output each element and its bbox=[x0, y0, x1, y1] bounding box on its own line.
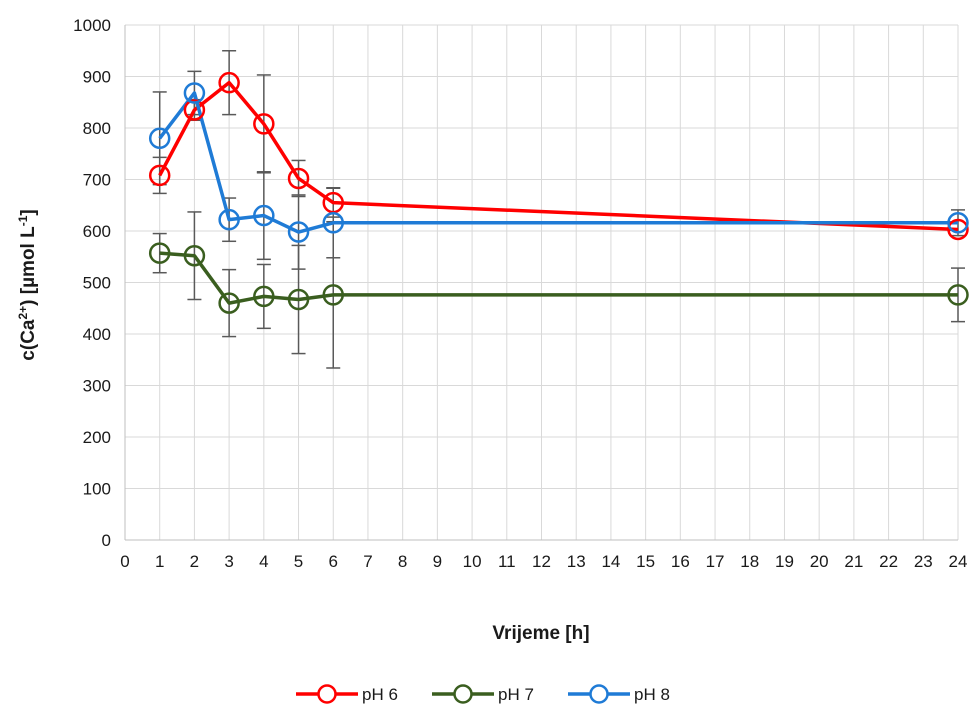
x-tick-label: 20 bbox=[810, 552, 829, 571]
data-point-ph-6 bbox=[218, 71, 240, 94]
data-point-ph-6 bbox=[148, 164, 171, 187]
legend-label: pH 7 bbox=[498, 685, 534, 704]
x-tick-label: 22 bbox=[879, 552, 898, 571]
x-tick-label: 4 bbox=[259, 552, 268, 571]
data-point-ph-8 bbox=[218, 208, 240, 231]
error-bar-ph-7 bbox=[152, 232, 167, 274]
data-point-ph-8 bbox=[287, 221, 310, 243]
x-tick-label: 5 bbox=[294, 552, 303, 571]
x-tick-label: 2 bbox=[190, 552, 199, 571]
series-lines bbox=[158, 80, 959, 305]
x-tick-label: 21 bbox=[844, 552, 863, 571]
x-tick-label: 15 bbox=[636, 552, 655, 571]
y-tick-label: 200 bbox=[83, 428, 111, 447]
series-line-ph-7 bbox=[159, 251, 958, 305]
y-axis-title-superscript: -1 bbox=[16, 215, 30, 226]
y-axis-title-part: ] bbox=[18, 209, 39, 215]
data-point-ph-7 bbox=[253, 285, 275, 308]
legend-item-ph-6: pH 6 bbox=[296, 684, 398, 704]
data-point-ph-8 bbox=[253, 204, 275, 227]
axes bbox=[124, 25, 958, 541]
legend-label: pH 6 bbox=[362, 685, 398, 704]
y-tick-label: 300 bbox=[83, 377, 111, 396]
data-point-ph-8 bbox=[947, 212, 969, 234]
legend-label: pH 8 bbox=[634, 685, 670, 704]
x-tick-label: 1 bbox=[155, 552, 164, 571]
x-tick-label: 11 bbox=[498, 552, 516, 571]
x-tick-label: 12 bbox=[532, 552, 551, 571]
x-tick-label: 13 bbox=[567, 552, 586, 571]
legend-item-ph-7: pH 7 bbox=[432, 684, 534, 704]
y-tick-label: 0 bbox=[102, 531, 111, 550]
data-point-ph-6 bbox=[183, 99, 206, 121]
gridlines bbox=[125, 24, 959, 540]
y-tick-label: 500 bbox=[83, 274, 111, 293]
data-point-ph-8 bbox=[322, 212, 344, 234]
x-tick-label: 16 bbox=[671, 552, 690, 571]
series-markers bbox=[148, 71, 969, 314]
x-tick-label: 7 bbox=[363, 552, 372, 571]
y-tick-label: 700 bbox=[83, 171, 111, 190]
y-tick-label: 800 bbox=[83, 119, 111, 138]
data-point-ph-6 bbox=[287, 167, 310, 190]
y-axis-title: c(Ca2+) [µmol L-1] bbox=[16, 209, 39, 360]
data-point-ph-8 bbox=[183, 82, 206, 104]
data-point-ph-7 bbox=[287, 288, 310, 311]
legend-item-ph-8: pH 8 bbox=[568, 684, 670, 704]
x-tick-label: 19 bbox=[775, 552, 794, 571]
legend-marker bbox=[453, 684, 473, 704]
x-tick-label: 9 bbox=[433, 552, 442, 571]
x-tick-label: 0 bbox=[120, 552, 129, 571]
y-tick-label: 100 bbox=[83, 480, 111, 499]
x-tick-label: 23 bbox=[914, 552, 933, 571]
legend: pH 6 pH 7 pH 8 bbox=[296, 684, 670, 704]
data-point-ph-6 bbox=[322, 191, 344, 214]
data-point-ph-7 bbox=[322, 284, 344, 306]
x-tick-label: 18 bbox=[740, 552, 759, 571]
data-point-ph-7 bbox=[947, 284, 969, 306]
data-point-ph-7 bbox=[218, 292, 240, 314]
data-point-ph-6 bbox=[947, 218, 969, 241]
x-tick-label: 14 bbox=[601, 552, 620, 571]
x-tick-label: 24 bbox=[949, 552, 968, 571]
x-axis-title: Vrijeme [h] bbox=[492, 623, 589, 644]
data-point-ph-6 bbox=[253, 113, 275, 135]
y-tick-label: 900 bbox=[83, 68, 111, 87]
data-point-ph-7 bbox=[183, 244, 206, 267]
series-line-ph-6 bbox=[158, 80, 959, 232]
data-point-ph-8 bbox=[148, 127, 171, 150]
legend-marker bbox=[317, 684, 337, 704]
x-tick-label: 8 bbox=[398, 552, 407, 571]
x-tick-label: 3 bbox=[224, 552, 233, 571]
x-tick-label: 10 bbox=[463, 552, 482, 571]
y-axis-title-superscript: 2+ bbox=[16, 306, 30, 320]
data-point-ph-7 bbox=[148, 242, 171, 264]
y-axis-title-part: ) [µmol L bbox=[18, 226, 39, 306]
x-tick-label: 6 bbox=[329, 552, 338, 571]
y-tick-label: 1000 bbox=[73, 16, 111, 35]
series-line-ph-8 bbox=[158, 91, 958, 234]
tick-labels: 0 1 2 3 4 5 6 7 8 9 10 11 12 13 14 15 16 17 18 19 20 21 22 23 24… bbox=[73, 16, 967, 571]
y-tick-label: 600 bbox=[83, 222, 111, 241]
x-tick-label: 17 bbox=[706, 552, 725, 571]
legend-marker bbox=[589, 684, 609, 704]
y-axis-title-part: c(Ca bbox=[18, 319, 39, 361]
y-tick-label: 400 bbox=[83, 325, 111, 344]
